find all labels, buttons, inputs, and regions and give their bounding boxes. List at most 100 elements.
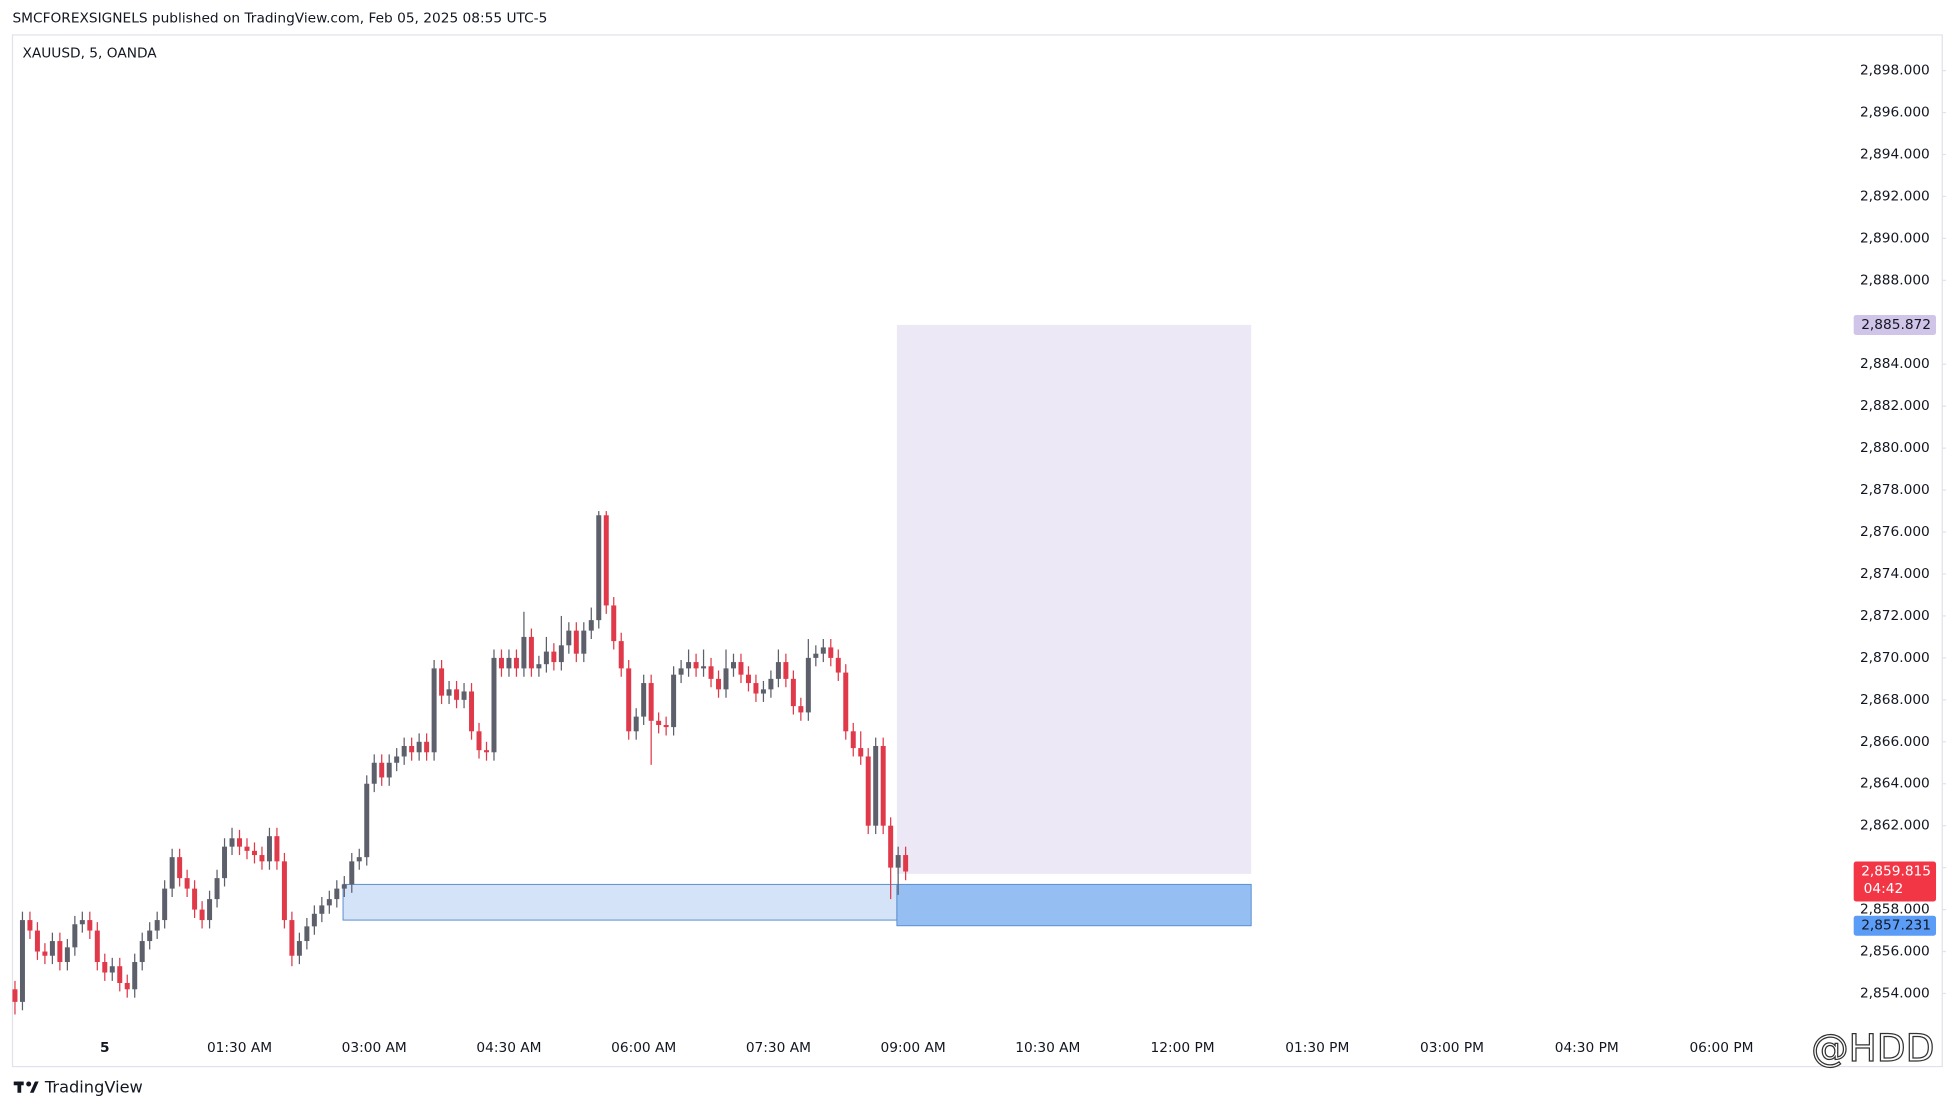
candle-body	[745, 674, 751, 684]
y-tick-label: 2,878.000	[1860, 482, 1930, 498]
candle-body	[169, 857, 175, 889]
candle-body	[341, 884, 347, 889]
candle-body	[461, 691, 467, 700]
candle-body	[364, 783, 370, 858]
x-tick-label: 04:30 PM	[1555, 1040, 1619, 1056]
price-tag	[1853, 915, 1937, 936]
candle-body	[139, 941, 145, 963]
candle-body	[708, 666, 714, 679]
candle-body	[72, 924, 78, 948]
candle-body	[57, 941, 63, 963]
candle-body	[177, 857, 183, 879]
candle-body	[266, 836, 272, 862]
candle-body	[431, 668, 437, 753]
candle-body	[371, 762, 377, 784]
candle-body	[536, 664, 542, 669]
price-tag-label: 2,859.815	[1861, 864, 1931, 880]
candle-body	[798, 706, 804, 713]
candle-body	[401, 745, 407, 757]
x-tick-label: 03:00 PM	[1420, 1040, 1484, 1056]
candle-body	[222, 846, 228, 879]
candle-body	[760, 689, 766, 694]
candle-body	[716, 678, 722, 690]
candle-body	[730, 662, 736, 669]
candle-body	[513, 657, 519, 669]
candle-body	[311, 913, 317, 927]
candle-body	[783, 662, 789, 679]
candle-body	[686, 662, 692, 669]
symbol: XAUUSD, 5, OANDA	[22, 46, 157, 62]
candle-body	[484, 750, 489, 753]
candle-body	[476, 731, 482, 751]
candle-body	[132, 962, 138, 990]
candle-body	[87, 920, 93, 931]
candle-body	[446, 689, 452, 696]
candle-body	[356, 857, 362, 862]
candle-body	[768, 678, 774, 690]
candle-body	[551, 651, 557, 663]
candle-body	[274, 836, 280, 862]
x-tick-label: 06:00 AM	[611, 1040, 676, 1056]
candle-body	[656, 720, 662, 726]
candle-body	[244, 846, 250, 851]
candle-body	[671, 674, 677, 728]
candle-body	[880, 745, 886, 826]
tv-logo	[13, 1081, 39, 1093]
candle-body	[79, 920, 85, 925]
y-tick-label: 2,872.000	[1860, 608, 1930, 624]
x-tick-label: 10:30 AM	[1015, 1040, 1080, 1056]
y-tick-label: 2,870.000	[1860, 650, 1930, 666]
price-tag-label: 2,885.872	[1861, 317, 1931, 333]
candle-body	[648, 683, 654, 721]
candle-body	[49, 941, 55, 956]
y-tick-label: 2,868.000	[1860, 692, 1930, 708]
candle-body	[124, 982, 130, 990]
candle-body	[701, 666, 707, 669]
y-tick-label: 2,880.000	[1860, 440, 1930, 456]
candle-body	[304, 926, 310, 942]
candle-body	[12, 989, 18, 1002]
y-tick-label: 2,894.000	[1860, 146, 1930, 162]
candle-body	[805, 657, 811, 713]
candle-body	[491, 657, 497, 753]
watermark: @HDD	[1811, 1026, 1934, 1070]
candle-body	[192, 888, 198, 910]
candle-body	[349, 861, 355, 885]
candle-body	[326, 899, 332, 906]
candle-body	[102, 962, 108, 973]
candle-body	[558, 645, 564, 663]
y-tick-label: 2,856.000	[1860, 944, 1930, 960]
y-tick-label: 2,892.000	[1860, 188, 1930, 204]
candle-body	[528, 636, 534, 669]
x-tick-label: 09:00 AM	[881, 1040, 946, 1056]
candle-body	[409, 745, 415, 753]
y-tick-label: 2,876.000	[1860, 524, 1930, 540]
candle-body	[162, 888, 168, 921]
candle-body	[296, 941, 302, 956]
candle-body	[588, 620, 594, 631]
price-tag	[1853, 314, 1937, 335]
price-tag-countdown: 04:42	[1864, 881, 1904, 897]
candle-body	[199, 909, 205, 921]
x-tick-label: 07:30 AM	[746, 1040, 811, 1056]
candle-body	[259, 855, 265, 862]
candle-body	[34, 930, 40, 952]
x-tick-label: 06:00 PM	[1689, 1040, 1753, 1056]
candle-body	[828, 647, 834, 658]
candle-body	[334, 888, 340, 900]
candle-body	[289, 920, 295, 956]
candle-body	[237, 838, 243, 847]
target-box	[896, 324, 1252, 874]
candle-body	[678, 668, 684, 675]
candle-body	[618, 641, 624, 669]
candle-body	[850, 731, 856, 749]
candle-body	[109, 966, 115, 973]
zone	[342, 883, 898, 921]
candle-body	[207, 899, 213, 921]
candle-body	[895, 855, 901, 868]
candle-body	[469, 691, 475, 732]
y-tick-label: 2,854.000	[1860, 985, 1930, 1001]
y-tick-label: 2,874.000	[1860, 566, 1930, 582]
